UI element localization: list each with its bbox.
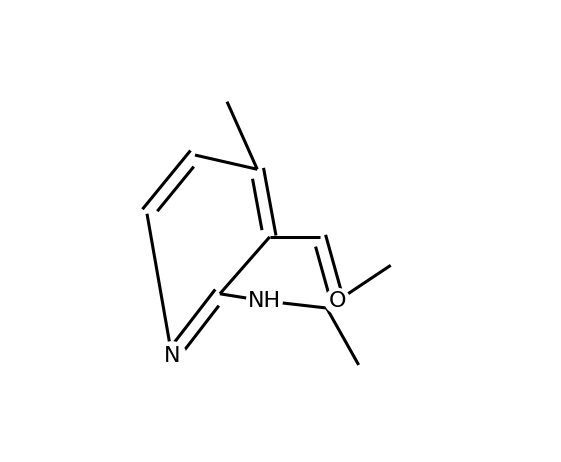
Text: N: N (164, 346, 180, 366)
Circle shape (325, 288, 350, 313)
Circle shape (158, 342, 186, 370)
Circle shape (247, 283, 282, 319)
Text: NH: NH (248, 291, 281, 311)
Text: O: O (329, 291, 346, 311)
